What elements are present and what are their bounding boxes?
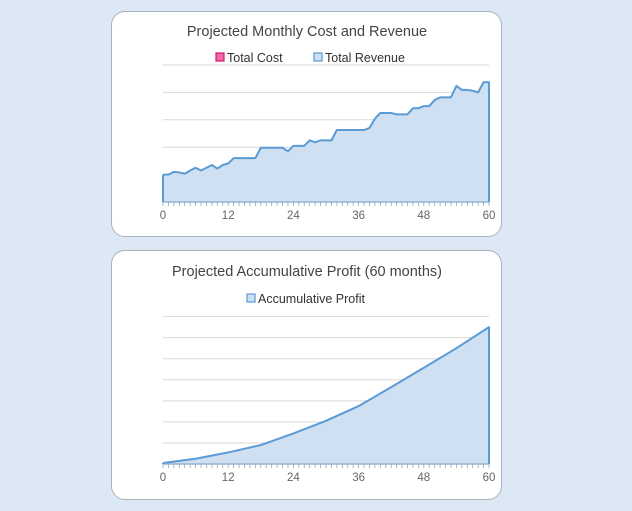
- x-tick-label: 36: [352, 472, 365, 484]
- x-tick-label: 12: [222, 472, 235, 484]
- accumulative-profit-card: Projected Accumulative Profit (60 months…: [111, 250, 502, 500]
- x-tick-label: 36: [352, 210, 365, 222]
- x-tick-label: 48: [417, 210, 430, 222]
- legend-label-total-revenue[interactable]: Total Revenue: [325, 51, 405, 65]
- chart-title: Projected Accumulative Profit (60 months…: [172, 264, 442, 280]
- series-area-total-revenue: [163, 82, 489, 202]
- legend-label-accumulative-profit[interactable]: Accumulative Profit: [258, 292, 366, 306]
- accumulative-profit-chart: Projected Accumulative Profit (60 months…: [160, 264, 496, 484]
- series-area-accumulative-profit: [163, 327, 489, 464]
- x-tick-label: 60: [483, 472, 496, 484]
- x-tick-label: 60: [483, 210, 496, 222]
- x-tick-label: 48: [417, 472, 430, 484]
- monthly-cost-revenue-card: Projected Monthly Cost and Revenue Total…: [111, 11, 502, 237]
- legend-swatch-accumulative-profit: [246, 293, 256, 303]
- series-line-total-revenue: [163, 81, 490, 202]
- x-tick-label: 0: [160, 210, 166, 222]
- series-line-accumulative-profit: [162, 326, 490, 464]
- x-tick-label: 24: [287, 472, 300, 484]
- legend-label-total-cost[interactable]: Total Cost: [227, 51, 283, 65]
- x-tick-label: 0: [160, 472, 166, 484]
- legend-swatch-total-cost: [215, 52, 225, 62]
- legend-swatch-total-revenue: [313, 52, 323, 62]
- monthly-cost-revenue-chart: Projected Monthly Cost and Revenue Total…: [160, 24, 496, 222]
- x-tick-label: 24: [287, 210, 300, 222]
- chart-title: Projected Monthly Cost and Revenue: [187, 24, 427, 40]
- x-tick-label: 12: [222, 210, 235, 222]
